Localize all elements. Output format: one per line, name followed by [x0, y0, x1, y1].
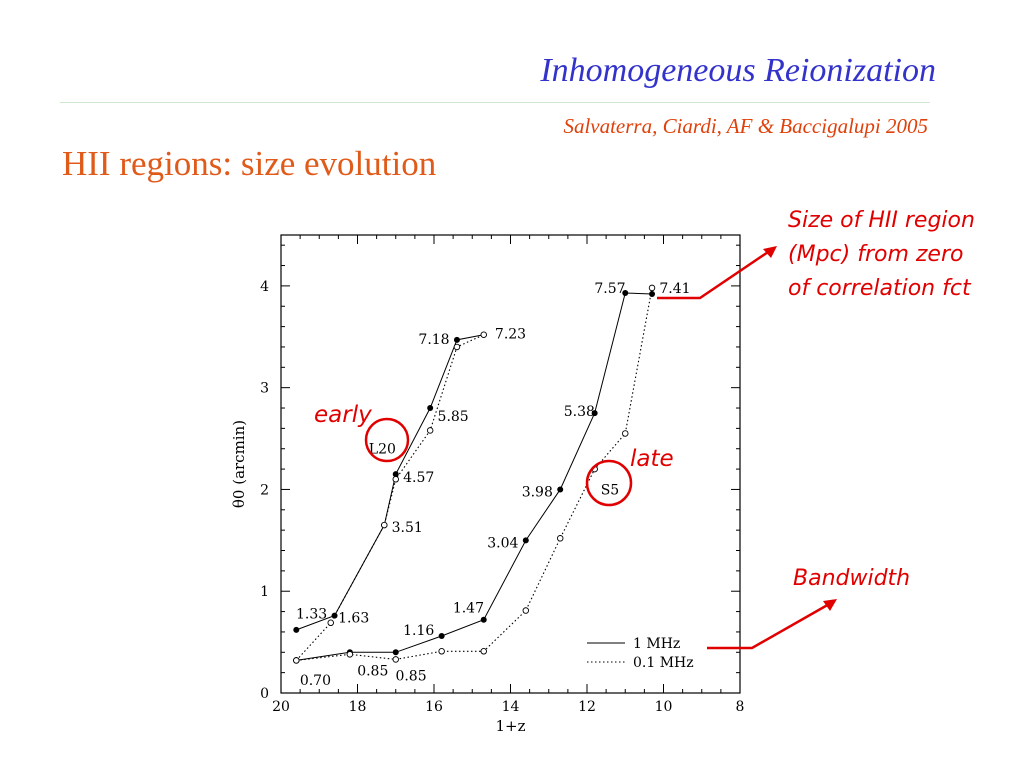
y-tick-label: 1: [260, 584, 269, 600]
point-label: 5.38: [564, 404, 595, 420]
data-point: [438, 633, 445, 640]
point-label: 3.51: [392, 520, 423, 536]
point-label: 1.16: [403, 623, 434, 639]
early-label: early: [314, 402, 372, 428]
legend-label-1mhz: 1 MHz: [633, 636, 680, 652]
point-label: 1.63: [338, 611, 369, 627]
point-label: 7.18: [418, 332, 449, 348]
x-tick-label: 10: [655, 699, 673, 715]
point-label: 3.04: [487, 535, 518, 551]
data-point: [522, 537, 529, 544]
point-label: 4.57: [403, 470, 434, 486]
point-label: 0.70: [300, 673, 331, 689]
data-point: [327, 619, 334, 627]
point-label: 0.85: [357, 664, 388, 680]
series-line-L20-1mhz: [296, 334, 484, 631]
bandwidth-arrow-line: [707, 601, 832, 650]
x-tick-label: 20: [272, 699, 290, 715]
data-point: [622, 290, 629, 297]
section-heading: HII regions: size evolution: [62, 144, 437, 183]
data-point: [480, 331, 487, 338]
size-note-arrowhead: [763, 246, 777, 258]
late-label: late: [630, 446, 674, 472]
point-label: 1.47: [453, 601, 484, 617]
point-label: 7.57: [594, 281, 625, 297]
data-point: [591, 410, 598, 417]
x-tick-label: 16: [425, 699, 443, 715]
series-line-S5-1mhz: [296, 292, 653, 661]
citation: Salvaterra, Ciardi, AF & Baccigalupi 200…: [563, 114, 928, 138]
data-point: [427, 405, 434, 412]
data-point: [331, 612, 338, 619]
series-line-S5-0-1mhz: [296, 287, 653, 661]
data-point: [453, 336, 460, 343]
early-circle: [364, 417, 410, 463]
data-point: [392, 649, 399, 656]
data-point: [293, 657, 300, 664]
title-divider: [60, 102, 930, 103]
data-point: [346, 651, 354, 658]
bandwidth-label: Bandwidth: [793, 566, 910, 591]
data-point: [556, 535, 564, 542]
point-label: 7.41: [659, 281, 690, 297]
y-tick-label: 0: [260, 686, 269, 702]
point-label: 0.85: [395, 669, 426, 685]
x-tick-label: 18: [349, 699, 367, 715]
x-tick-label: 14: [502, 699, 520, 715]
data-point: [649, 291, 656, 298]
y-tick-label: 4: [260, 279, 269, 295]
data-point: [381, 521, 388, 529]
y-tick-label: 2: [260, 482, 269, 498]
legend-label-0-1mhz: 0.1 MHz: [633, 655, 694, 671]
bandwidth-arrowhead: [823, 599, 837, 611]
point-label: 3.98: [522, 484, 553, 500]
point-label: 1.33: [296, 607, 327, 623]
size-note-line: Size of HII region: [788, 208, 975, 233]
data-point: [648, 284, 656, 292]
data-point: [392, 471, 399, 478]
late-circle: [585, 459, 633, 507]
data-point: [480, 648, 487, 655]
y-axis-label: θ0 (arcmin): [230, 420, 248, 508]
data-point: [622, 430, 629, 437]
data-point: [293, 626, 300, 633]
model-label-l20: L20: [369, 442, 396, 458]
data-point: [522, 607, 530, 614]
point-label: 7.23: [495, 327, 526, 343]
data-point: [392, 656, 400, 663]
x-tick-label: 12: [578, 699, 596, 715]
data-point: [426, 427, 434, 434]
model-label-s5: S5: [601, 482, 620, 498]
data-point: [453, 343, 461, 351]
y-tick-label: 3: [260, 381, 269, 397]
data-point: [557, 486, 564, 493]
point-label: 5.85: [438, 409, 469, 425]
data-point: [392, 476, 400, 483]
x-axis-label: 1+z: [495, 717, 525, 735]
x-tick-label: 8: [736, 699, 745, 715]
size-note-arrow-line: [657, 248, 772, 300]
data-point: [438, 648, 445, 655]
size-note-line: of correlation fct: [788, 276, 972, 301]
data-point: [480, 616, 487, 623]
size-note-line: (Mpc) from zero: [788, 242, 963, 267]
slide-title: Inhomogeneous Reionization: [540, 52, 936, 89]
